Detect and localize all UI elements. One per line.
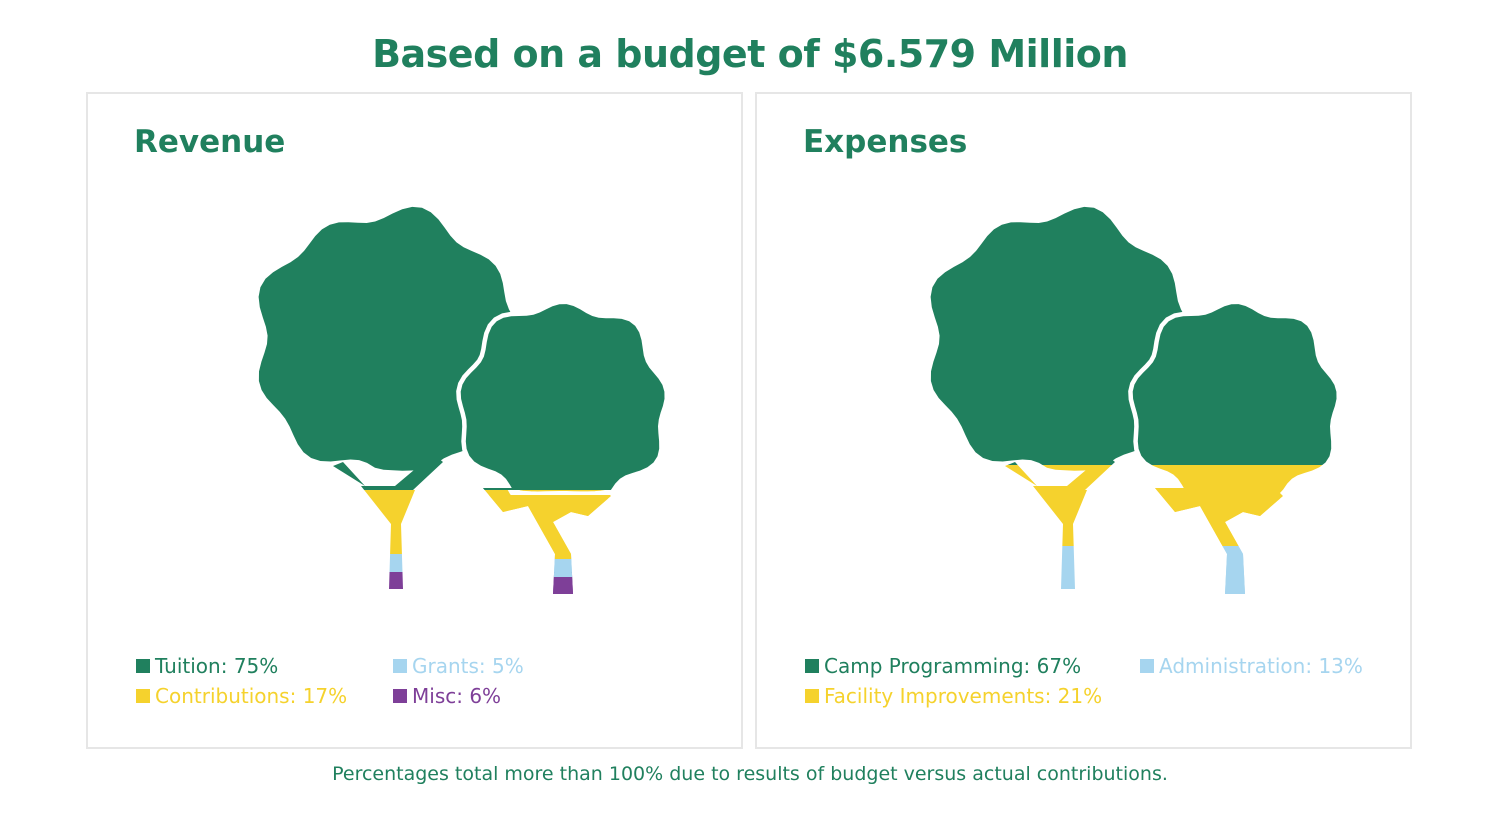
legend-swatch (805, 659, 819, 673)
revenue-panel: Revenue Tuition: 75% Contributions: 17% … (86, 92, 743, 749)
legend-label: Grants: 5% (412, 654, 524, 678)
legend-administration: Administration: 13% (1140, 654, 1363, 678)
band-grants (258, 554, 665, 572)
legend-swatch (1140, 659, 1154, 673)
legend-label: Tuition: 75% (155, 654, 279, 678)
band-administration (930, 546, 1337, 594)
legend-label: Administration: 13% (1159, 654, 1363, 678)
page-title: Based on a budget of $6.579 Million (372, 32, 1128, 76)
legend-label: Contributions: 17% (155, 684, 348, 708)
legend-swatch (393, 689, 407, 703)
legend-swatch (805, 689, 819, 703)
small-tree-band-tuition (460, 304, 665, 490)
legend-grants: Grants: 5% (393, 654, 524, 678)
footnote: Percentages total more than 100% due to … (332, 763, 1168, 785)
small-tree-band-camp-programming (1132, 304, 1337, 465)
legend-swatch (393, 659, 407, 673)
revenue-tree-chart (258, 206, 670, 594)
legend-label: Misc: 6% (412, 684, 502, 708)
legend-camp-programming: Camp Programming: 67% (805, 654, 1081, 678)
legend-contributions: Contributions: 17% (136, 684, 347, 708)
legend-misc: Misc: 6% (393, 684, 501, 708)
expenses-panel: Expenses Camp Programming: 67% Facility … (755, 92, 1412, 749)
expenses-tree-chart (930, 206, 1342, 594)
band-facility-improvements (930, 465, 1337, 546)
small-tree-band-misc (460, 577, 665, 594)
revenue-title: Revenue (134, 124, 286, 160)
small-tree-band-facility-improvements (1132, 465, 1337, 546)
small-tree-band-administration (1132, 546, 1337, 594)
legend-tuition: Tuition: 75% (136, 654, 278, 678)
small-tree-band-contributions (460, 495, 665, 559)
band-misc (258, 572, 665, 594)
small-tree-band-grants (460, 559, 665, 577)
legend-label: Facility Improvements: 21% (824, 684, 1103, 708)
legend-swatch (136, 689, 150, 703)
band-contributions (258, 490, 665, 554)
expenses-title: Expenses (803, 124, 968, 160)
legend-label: Camp Programming: 67% (824, 654, 1082, 678)
legend-facility-improvements: Facility Improvements: 21% (805, 684, 1102, 708)
legend-swatch (136, 659, 150, 673)
